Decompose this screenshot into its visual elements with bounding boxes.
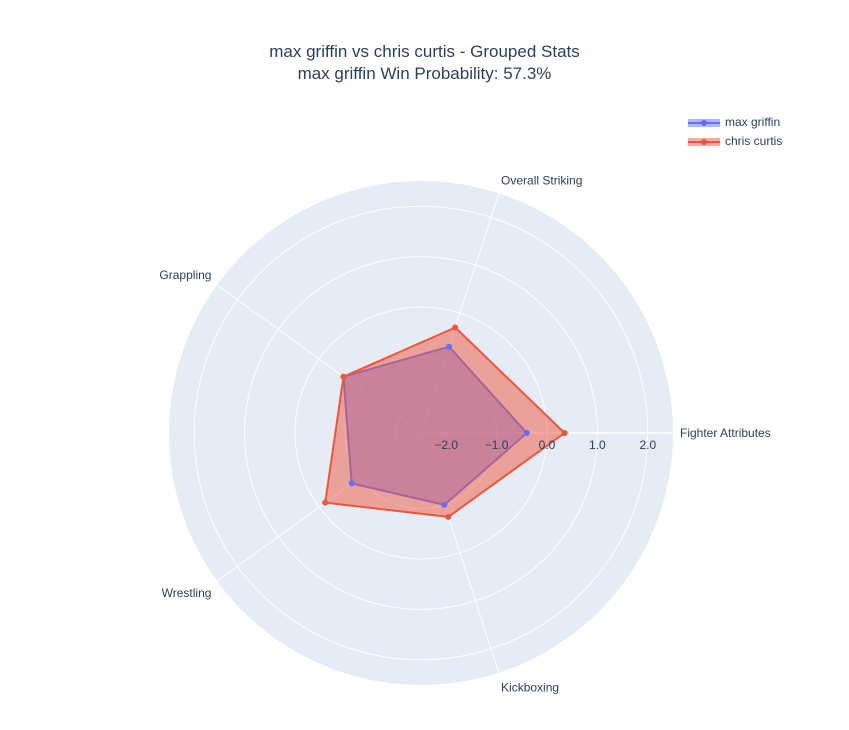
radial-tick-label: 1.0: [589, 438, 606, 452]
category-label-wrestling: Wrestling: [162, 586, 212, 600]
chart-subtitle: max griffin Win Probability: 57.3%: [297, 64, 552, 83]
data-point-max-griffin-wrestling[interactable]: [348, 480, 355, 487]
data-point-chris-curtis-grappling[interactable]: [340, 373, 347, 380]
legend-swatch-max-griffin: [688, 119, 720, 127]
data-point-max-griffin-kickboxing[interactable]: [441, 501, 448, 508]
data-point-max-griffin-fighter-attributes[interactable]: [523, 430, 530, 436]
legend-swatch-chris-curtis: [688, 138, 720, 146]
category-label-fighter-attributes: Fighter Attributes: [680, 426, 771, 440]
category-label-grappling: Grappling: [159, 268, 211, 282]
category-label-kickboxing: Kickboxing: [501, 680, 559, 694]
category-label-overall-striking: Overall Striking: [501, 174, 582, 188]
radial-tick-label: 2.0: [639, 438, 656, 452]
radial-tick-label: −1.0: [485, 438, 509, 452]
data-point-chris-curtis-wrestling[interactable]: [322, 499, 329, 506]
chart-title: max griffin vs chris curtis - Grouped St…: [269, 42, 580, 61]
data-point-chris-curtis-fighter-attributes[interactable]: [561, 430, 568, 436]
radial-tick-label: −2.0: [434, 438, 458, 452]
series-area-chris-curtis[interactable]: [324, 326, 566, 518]
legend-label-chris-curtis: chris curtis: [725, 134, 783, 148]
data-point-chris-curtis-overall-striking[interactable]: [452, 324, 459, 331]
radial-tick-label: 0.0: [539, 438, 556, 452]
legend-label-max-griffin: max griffin: [725, 115, 781, 129]
data-point-chris-curtis-kickboxing[interactable]: [445, 513, 452, 520]
data-point-max-griffin-overall-striking[interactable]: [446, 343, 453, 350]
